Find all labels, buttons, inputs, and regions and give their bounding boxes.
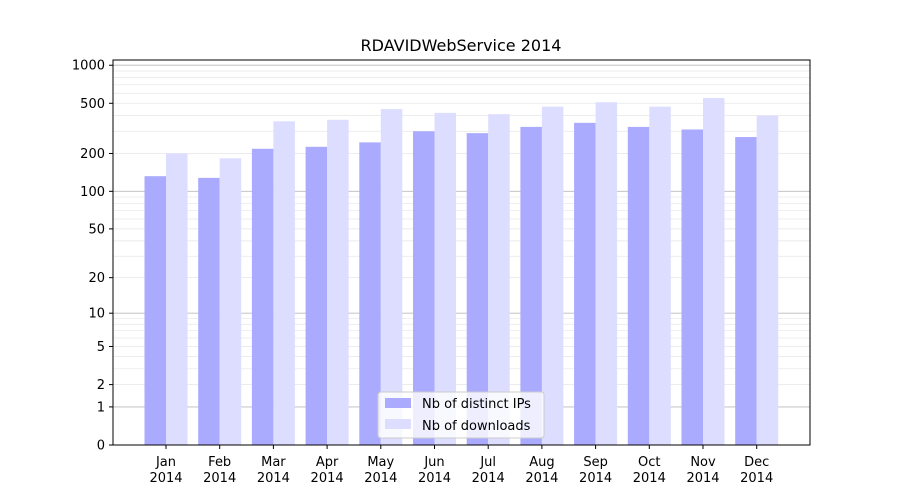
- x-tick-label: Feb 2014: [203, 455, 236, 486]
- bar-distinct-ips: [681, 129, 703, 445]
- x-tick-label: Aug 2014: [525, 455, 558, 486]
- y-tick-label: 10: [88, 307, 105, 322]
- bar-downloads: [488, 114, 510, 446]
- plot-area-frame: [112, 59, 811, 446]
- bar-distinct-ips: [574, 122, 596, 445]
- y-tick-label: 50: [88, 222, 105, 237]
- x-tick-label: Oct 2014: [633, 455, 666, 486]
- x-tick-label: Sep 2014: [579, 455, 612, 486]
- bar-distinct-ips: [466, 133, 489, 445]
- x-tick-label: Jul 2014: [472, 455, 505, 486]
- bar-downloads: [541, 106, 564, 446]
- bar-distinct-ips: [413, 131, 435, 445]
- legend-swatch-distinct-ips: [385, 398, 411, 408]
- bars: [144, 98, 779, 446]
- y-axis: 0 1 2 5 10 20 50 100 200 500 1000: [72, 59, 113, 454]
- x-tick-label: Nov 2014: [686, 455, 719, 486]
- y-tick-label: 200: [80, 147, 105, 162]
- bar-distinct-ips: [305, 146, 328, 445]
- x-tick-label: Dec 2014: [740, 455, 773, 486]
- bar-downloads: [649, 106, 671, 446]
- bar-downloads: [273, 121, 295, 446]
- bar-distinct-ips: [251, 148, 274, 446]
- legend-swatch-downloads: [385, 419, 411, 429]
- y-tick-label: 100: [80, 185, 105, 200]
- bar-downloads: [380, 109, 403, 445]
- bar-downloads: [219, 158, 242, 445]
- bar-distinct-ips: [144, 176, 166, 445]
- y-tick-label: 1: [97, 400, 105, 415]
- x-tick-label: May 2014: [364, 455, 397, 486]
- y-tick-label: 0: [97, 439, 105, 454]
- x-tick-label: Apr 2014: [311, 455, 344, 486]
- bar-downloads: [595, 102, 618, 445]
- bar-distinct-ips: [359, 142, 381, 445]
- y-tick-label: 500: [80, 97, 105, 112]
- chart-title: RDAVIDWebService 2014: [361, 36, 562, 55]
- bar-distinct-ips: [735, 137, 757, 445]
- legend: Nb of distinct IPs Nb of downloads: [377, 391, 545, 439]
- x-tick-label: Jan 2014: [149, 455, 182, 486]
- x-axis: Jan 2014 Feb 2014 Mar 2014 Apr 2014 May 2014 Jun 20…: [149, 445, 773, 486]
- y-tick-label: 1000: [72, 59, 105, 74]
- legend-label-distinct-ips: Nb of distinct IPs: [422, 397, 531, 412]
- bar-distinct-ips: [520, 126, 542, 445]
- bar-distinct-ips: [198, 177, 220, 445]
- bar-distinct-ips: [627, 126, 650, 445]
- legend-label-downloads: Nb of downloads: [422, 419, 531, 434]
- bar-downloads: [327, 119, 349, 445]
- bar-downloads: [434, 112, 456, 445]
- legend-box: [377, 391, 545, 439]
- y-tick-label: 20: [88, 271, 105, 286]
- bar-downloads: [756, 115, 779, 446]
- y-tick-label: 2: [97, 378, 105, 393]
- bar-downloads: [166, 153, 188, 445]
- x-tick-label: Mar 2014: [257, 455, 290, 486]
- x-tick-label: Jun 2014: [418, 455, 451, 486]
- bar-downloads: [703, 98, 725, 445]
- y-tick-label: 5: [97, 340, 105, 355]
